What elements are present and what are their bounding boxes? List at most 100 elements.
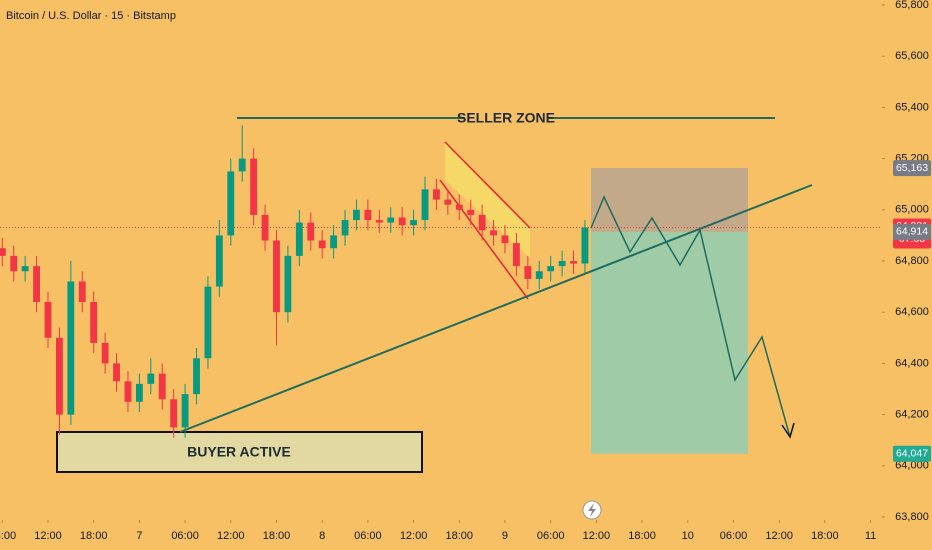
x-tick-label: 06:00 bbox=[0, 530, 16, 542]
x-tick-label: 12:00 bbox=[217, 530, 245, 542]
chart-title: Bitcoin / U.S. Dollar · 15 · Bitstamp bbox=[6, 10, 176, 22]
overlay bbox=[179, 184, 813, 520]
candle-body bbox=[238, 158, 246, 172]
candle-body bbox=[410, 220, 418, 226]
candle-body bbox=[478, 214, 486, 231]
candle-body bbox=[364, 209, 372, 221]
candle-body bbox=[170, 399, 178, 428]
candle-body bbox=[124, 381, 132, 402]
candle-body bbox=[341, 220, 349, 236]
candle-body bbox=[501, 235, 509, 244]
candle-body bbox=[135, 383, 143, 402]
candle-body bbox=[490, 230, 497, 236]
candle-body bbox=[581, 227, 589, 264]
trend-line bbox=[179, 184, 813, 433]
y-tick-label: 65,400 bbox=[895, 101, 929, 113]
candle-body bbox=[158, 373, 166, 400]
candle-body bbox=[0, 248, 6, 256]
candle-body bbox=[307, 222, 315, 241]
candle-body bbox=[215, 235, 223, 287]
price-tag-label: 64,047 bbox=[896, 448, 928, 460]
seller-zone-label: SELLER ZONE bbox=[457, 110, 555, 126]
buyer-active-label: BUYER ACTIVE bbox=[187, 444, 291, 460]
target-zone bbox=[591, 231, 748, 454]
x-tick-label: 11 bbox=[865, 530, 876, 542]
x-tick-label: 18:00 bbox=[628, 530, 656, 542]
candle-body bbox=[113, 363, 120, 382]
channel-line bbox=[439, 179, 529, 300]
candle-body bbox=[387, 217, 395, 223]
candle-body bbox=[558, 261, 566, 267]
candle-body bbox=[547, 266, 555, 272]
y-tick-label: 64,400 bbox=[895, 357, 929, 369]
y-tick-label: 64,200 bbox=[895, 409, 929, 421]
candle-body bbox=[421, 189, 429, 221]
x-tick-label: 06:00 bbox=[537, 530, 565, 542]
candle-body bbox=[444, 199, 452, 205]
candle-body bbox=[90, 301, 98, 343]
flash-glyph bbox=[588, 503, 596, 517]
x-tick-label: 9 bbox=[502, 530, 508, 542]
candle-body bbox=[398, 217, 406, 226]
candle-body bbox=[284, 255, 292, 313]
y-tick-label: 64,800 bbox=[895, 255, 929, 267]
candle-body bbox=[330, 235, 338, 249]
candle-body bbox=[535, 271, 543, 279]
candle-body bbox=[261, 214, 269, 241]
y-tick-label: 65,600 bbox=[895, 50, 929, 62]
y-tick-label: 64,600 bbox=[895, 306, 929, 318]
candle-body bbox=[55, 337, 63, 415]
x-tick-label: 12:00 bbox=[34, 530, 62, 542]
candle-body bbox=[33, 266, 40, 302]
candle-body bbox=[227, 171, 235, 236]
candle-body bbox=[524, 266, 532, 279]
y-tick-label: 65,800 bbox=[895, 0, 929, 11]
channel-line bbox=[444, 141, 531, 229]
x-tick-label: 18:00 bbox=[446, 530, 474, 542]
candle-body bbox=[10, 255, 18, 272]
candle-body bbox=[181, 394, 189, 428]
candle-body bbox=[250, 158, 258, 215]
candle-body bbox=[295, 222, 303, 256]
y-tick-label: 65,000 bbox=[895, 204, 929, 216]
candle-body bbox=[455, 204, 463, 210]
x-tick-label: 8 bbox=[319, 530, 325, 542]
candle-body bbox=[512, 243, 520, 267]
x-tick-label: 12:00 bbox=[765, 530, 793, 542]
y-tick-label: 63,800 bbox=[895, 511, 929, 523]
candle-body bbox=[101, 342, 109, 364]
buyer-box bbox=[56, 431, 423, 473]
x-tick-label: 06:00 bbox=[171, 530, 199, 542]
candle-body bbox=[147, 373, 155, 384]
candle-body bbox=[273, 240, 280, 313]
candle-body bbox=[433, 189, 440, 200]
candle-body bbox=[467, 209, 475, 215]
stop-zone bbox=[591, 168, 748, 232]
candle-body bbox=[78, 281, 86, 302]
price-tag bbox=[893, 445, 931, 462]
projection-path bbox=[590, 195, 791, 438]
x-tick-label: 06:00 bbox=[720, 530, 748, 542]
candle-body bbox=[21, 266, 29, 272]
channel-fill bbox=[445, 142, 530, 258]
x-tick-label: 18:00 bbox=[80, 530, 108, 542]
x-tick-label: 18:00 bbox=[263, 530, 291, 542]
plot-area: SELLER ZONE BUYER ACTIVE bbox=[0, 110, 882, 473]
candle-body bbox=[44, 301, 52, 338]
candle-body bbox=[67, 281, 75, 415]
candle-body bbox=[375, 220, 383, 223]
x-tick-label: 12:00 bbox=[400, 530, 428, 542]
price-tag-label: 64,914 bbox=[896, 226, 928, 238]
candle-body bbox=[193, 358, 200, 395]
x-tick-label: 06:00 bbox=[354, 530, 382, 542]
x-tick-label: 7 bbox=[136, 530, 142, 542]
candle-body bbox=[353, 209, 360, 221]
x-tick-label: 10 bbox=[682, 530, 694, 542]
candle-body bbox=[570, 261, 577, 264]
price-tag bbox=[893, 160, 931, 177]
candle-body bbox=[204, 286, 212, 359]
candle-body bbox=[318, 240, 326, 249]
arrow-head bbox=[781, 422, 795, 439]
